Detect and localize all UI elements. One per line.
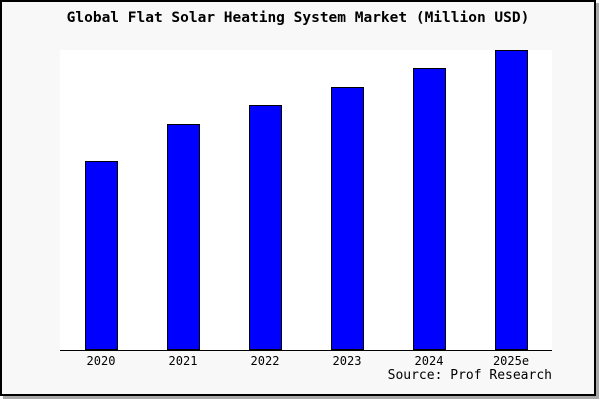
bar-2024 bbox=[412, 68, 446, 350]
bar-slot-2022 bbox=[224, 50, 306, 350]
bar-2025e bbox=[494, 50, 528, 350]
bar-slot-2021 bbox=[142, 50, 224, 350]
x-tick-label-2020: 2020 bbox=[86, 354, 116, 368]
bar-2020 bbox=[84, 161, 118, 350]
x-tick-label-2022: 2022 bbox=[250, 354, 280, 368]
x-tick-label-2021: 2021 bbox=[168, 354, 198, 368]
source-note: Source: Prof Research bbox=[387, 368, 552, 383]
plot-area bbox=[60, 50, 552, 351]
bar-2023 bbox=[330, 86, 364, 350]
bars-container bbox=[60, 50, 552, 350]
bar-slot-2024 bbox=[388, 50, 470, 350]
bar-slot-2023 bbox=[306, 50, 388, 350]
x-tick-label-2024: 2024 bbox=[414, 354, 444, 368]
x-tick-label-2025e: 2025e bbox=[492, 354, 530, 368]
bar-2022 bbox=[248, 104, 282, 350]
bar-slot-2020 bbox=[60, 50, 142, 350]
x-tick-label-2023: 2023 bbox=[332, 354, 362, 368]
bar-slot-2025e bbox=[470, 50, 552, 350]
x-axis-labels: 2020 2021 2022 2023 2024 2025e bbox=[60, 354, 552, 368]
bar-2021 bbox=[166, 124, 200, 350]
chart-title: Global Flat Solar Heating System Market … bbox=[66, 10, 530, 26]
